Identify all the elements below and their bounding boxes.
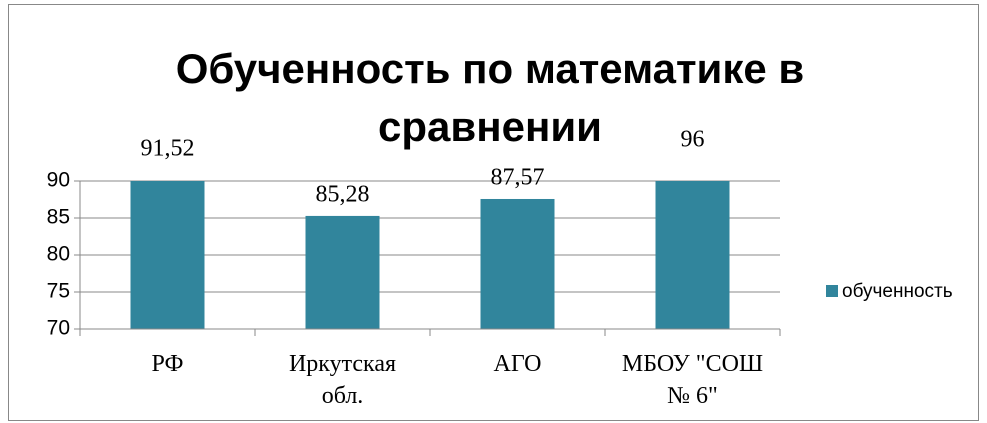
- y-tick-label: 90: [47, 169, 70, 192]
- bar: [305, 215, 380, 329]
- legend-swatch: [826, 285, 838, 297]
- y-tick-label: 80: [47, 243, 70, 266]
- x-tick-label: Иркутская обл.: [288, 351, 397, 409]
- chart-title: Обученность по математике в сравнении: [175, 45, 805, 150]
- bar: [480, 198, 555, 329]
- data-label: 96: [681, 127, 705, 153]
- bar: [130, 181, 205, 329]
- data-label: 85,28: [316, 181, 370, 207]
- x-tick-label: РФ: [151, 351, 184, 377]
- y-tick-label: 85: [47, 206, 70, 229]
- plot: [130, 181, 730, 329]
- frame: [8, 4, 979, 421]
- y-tick-label: 70: [47, 317, 70, 340]
- bar: [655, 181, 730, 329]
- legend-label: обученность: [842, 281, 953, 302]
- data-label: 87,57: [491, 164, 545, 190]
- x-tick-label: МБОУ "СОШ № 6": [621, 351, 764, 409]
- data-label: 91,52: [141, 135, 195, 161]
- y-tick-label: 75: [47, 280, 70, 303]
- x-tick-label: АГО: [493, 351, 542, 377]
